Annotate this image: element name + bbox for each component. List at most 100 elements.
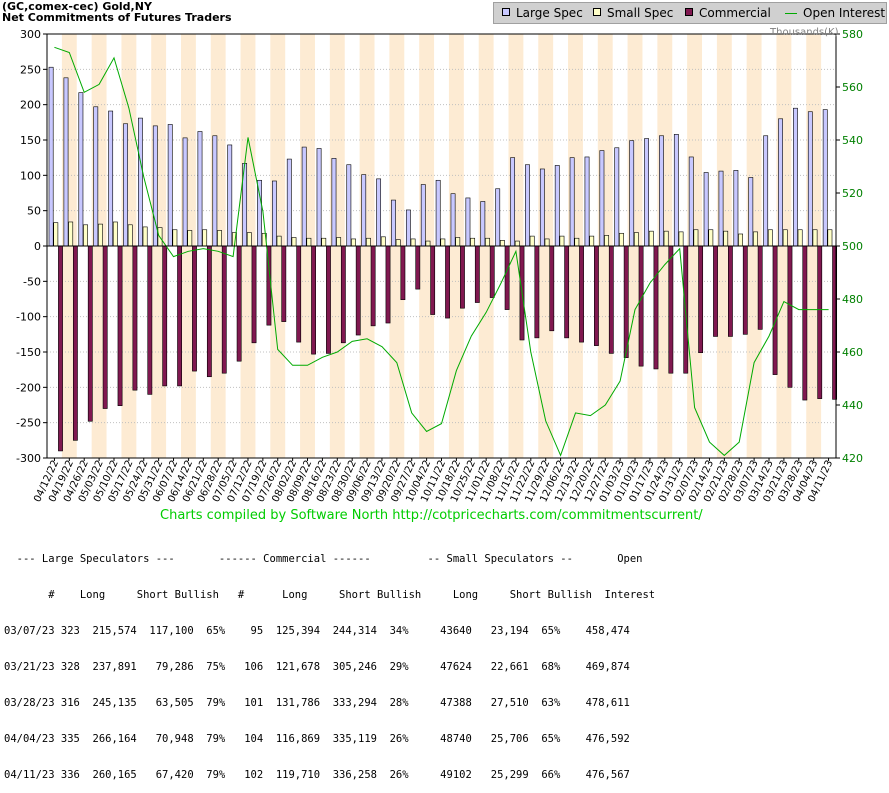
small-spec-bar <box>693 229 699 247</box>
large-spec-bar <box>182 137 188 247</box>
left-tick-label: 250 <box>20 63 41 76</box>
large-spec-bar <box>272 180 277 247</box>
chart-title: (GC,comex-cec) Gold,NY <box>2 0 152 13</box>
small-spec-bar <box>217 230 222 247</box>
small-spec-bar <box>321 237 327 247</box>
legend-item-commercial: Commercial <box>685 6 771 20</box>
small-spec-bar <box>708 229 714 247</box>
legend-label: Open Interest <box>803 6 886 20</box>
small-spec-bar <box>544 238 550 247</box>
large-spec-bar <box>673 134 679 247</box>
small-spec-bar <box>812 229 818 247</box>
right-axis-unit: Thousands(K) <box>770 27 839 38</box>
small-spec-bar <box>648 230 654 247</box>
small-spec-bar <box>98 223 103 247</box>
commercial-bar <box>742 245 748 335</box>
small-spec-bar <box>604 235 610 247</box>
small-spec-bar <box>440 238 446 247</box>
small-spec-bar <box>395 239 401 247</box>
table-row: 04/11/23 336 260,165 67,420 79% 102 119,… <box>4 769 630 781</box>
legend-swatch-large-spec <box>502 8 510 16</box>
small-spec-bar <box>68 221 74 247</box>
small-spec-bar <box>172 229 178 247</box>
small-spec-bar <box>782 229 788 247</box>
large-spec-bar <box>659 135 664 247</box>
commercial-bar <box>415 245 421 290</box>
commercial-bar <box>579 245 584 343</box>
large-spec-bar <box>391 199 396 247</box>
right-tick-label: 500 <box>842 240 863 253</box>
large-spec-bar <box>167 124 173 247</box>
commercial-bar <box>445 245 450 319</box>
legend-label: Large Spec <box>516 6 583 20</box>
small-spec-bar <box>127 224 133 247</box>
commercial-bar <box>802 245 808 401</box>
large-spec-bar <box>748 177 754 247</box>
left-tick-label: -250 <box>16 417 41 430</box>
commercial-bar <box>370 245 376 327</box>
legend-line-open-interest <box>785 13 797 14</box>
right-tick-label: 560 <box>842 81 863 94</box>
legend-swatch-small-spec <box>593 8 601 16</box>
small-spec-bar <box>767 229 773 247</box>
commercial-bar <box>430 245 436 315</box>
commercial-bar <box>713 245 718 337</box>
large-spec-bar <box>93 106 99 247</box>
table-column-header: # Long Short Bullish # Long Short Bullis… <box>4 589 656 601</box>
large-spec-bar <box>480 201 486 247</box>
commercial-bar <box>698 245 704 354</box>
commercial-bar <box>460 245 465 309</box>
commercial-bar <box>608 245 614 354</box>
large-spec-bar <box>807 111 813 247</box>
small-spec-bar <box>276 235 282 247</box>
summary-table: --- Large Speculators --- ------ Commerc… <box>4 529 655 793</box>
legend-label: Commercial <box>699 6 771 20</box>
left-tick-label: 100 <box>20 169 41 182</box>
commercial-bar <box>281 245 287 322</box>
small-spec-bar <box>246 232 252 247</box>
commercial-bar <box>668 245 674 374</box>
large-spec-bar <box>257 179 262 247</box>
small-spec-bar <box>112 221 118 247</box>
large-spec-bar <box>703 172 709 247</box>
small-spec-bar <box>366 237 371 247</box>
large-spec-bar <box>778 118 783 247</box>
small-spec-bar <box>797 229 803 247</box>
commercial-bar <box>772 245 778 375</box>
large-spec-bar <box>793 107 798 247</box>
large-spec-bar <box>361 174 367 247</box>
large-spec-bar <box>510 157 515 247</box>
commercial-bar <box>400 245 406 301</box>
small-spec-bar <box>514 240 520 247</box>
right-tick-label: 460 <box>842 346 863 359</box>
legend-item-open-interest: Open Interest <box>785 6 885 20</box>
small-spec-bar <box>53 222 59 247</box>
large-spec-bar <box>435 179 441 247</box>
commercial-bar <box>117 245 123 407</box>
small-spec-bar <box>291 237 297 247</box>
large-spec-bar <box>539 168 545 247</box>
small-spec-bar <box>589 235 595 247</box>
right-tick-label: 520 <box>842 187 863 200</box>
cot-chart: -300 -250 -200 -150 -100 -50 0 50 100 150 200 250 30… <box>16 28 863 504</box>
large-spec-bar <box>331 158 337 247</box>
open-interest-line <box>54 46 829 457</box>
commercial-bar <box>177 245 182 387</box>
commercial-bar <box>58 245 63 452</box>
large-spec-bar <box>420 184 426 247</box>
large-spec-bar <box>495 188 501 247</box>
small-spec-bar <box>306 237 312 247</box>
chart-subtitle: Net Commitments of Futures Traders <box>2 11 232 24</box>
large-spec-bar <box>688 156 694 247</box>
small-spec-bar <box>827 229 833 247</box>
commercial-bar <box>147 245 153 395</box>
small-spec-bar <box>500 240 505 247</box>
credit-line: Charts compiled by Software North http:/… <box>160 508 703 523</box>
small-spec-bar <box>753 231 758 247</box>
small-spec-bar <box>83 224 88 247</box>
commercial-bar <box>162 245 168 387</box>
small-spec-bar <box>455 237 461 247</box>
left-tick-label: 0 <box>34 240 41 253</box>
commercial-bar <box>728 245 733 337</box>
commercial-bar <box>72 245 78 441</box>
